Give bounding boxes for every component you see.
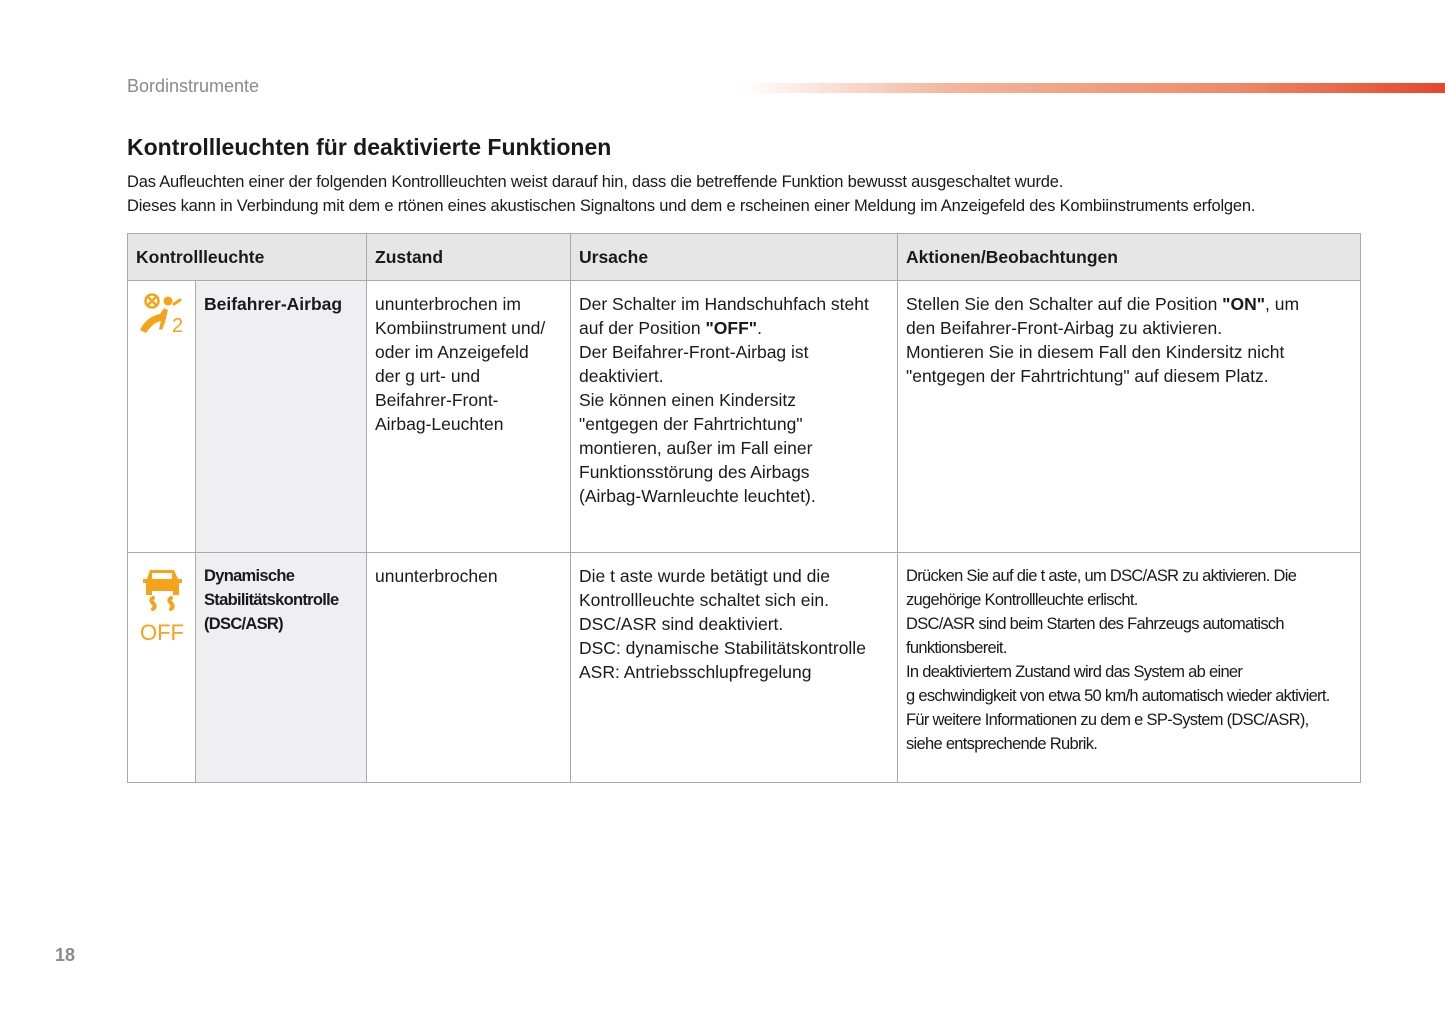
text-line: ASR: Antriebsschlupfregelung [579,662,812,682]
table-row: 2 Beifahrer-Airbag ununterbrochen im Kom… [127,280,1361,553]
ursache-cell: Die t aste wurde betätigt und die Kontro… [570,552,898,783]
text-part: Stellen Sie den Schalter auf die Positio… [906,294,1223,314]
text-line: Der Beifahrer-Front-Airbag ist [579,342,809,362]
icon-cell: OFF [127,552,196,783]
text-part: , um [1265,294,1300,314]
text-line: Kombiinstrument und/ [375,318,546,338]
text-line: deaktiviert. [579,366,664,386]
light-name: (DSC/ASR) [204,615,284,633]
text-line: g eschwindigkeit von etwa 50 km/h automa… [906,687,1330,705]
text-line: DSC: dynamische Stabilitätskontrolle [579,638,866,658]
text-line: Montieren Sie in diesem Fall den Kinders… [906,342,1285,362]
light-name: Dynamische [204,567,295,585]
text-part: auf der Position [579,318,706,338]
text-line: DSC/ASR sind beim Starten des Fahrzeugs … [906,615,1285,633]
text-line: Drücken Sie auf die t aste, um DSC/ASR z… [906,567,1297,585]
text-line: Sie können einen Kindersitz [579,390,796,410]
text-line: funktionsbereit. [906,639,1007,657]
aktionen-cell: Stellen Sie den Schalter auf die Positio… [897,280,1361,553]
text-line: In deaktiviertem Zustand wird das System… [906,663,1243,681]
text-line: Beifahrer-Front- [375,390,499,410]
text-line: "entgegen der Fahrtrichtung" [579,414,803,434]
text-line: montieren, außer im Fall einer [579,438,813,458]
text-line: oder im Anzeigefeld [375,342,529,362]
header-ursache: Ursache [570,233,898,281]
text-line: auf der Position "OFF". [579,316,889,340]
text-line: Airbag-Leuchten [375,414,504,434]
dsc-off-icon: OFF [140,570,184,645]
text-line: "entgegen der Fahrtrichtung" auf diesem … [906,366,1269,386]
text-line: (Airbag-Warnleuchte leuchtet). [579,486,816,506]
table-row: OFF Dynamische Stabilitätskontrolle (DSC… [127,552,1361,783]
header-zustand: Zustand [366,233,571,281]
text-line: DSC/ASR sind deaktiviert. [579,614,784,634]
light-name-cell: Dynamische Stabilitätskontrolle (DSC/ASR… [195,552,367,783]
warning-lights-table: Kontrollleuchte Zustand Ursache Aktionen… [127,233,1361,783]
aktionen-cell: Drücken Sie auf die t aste, um DSC/ASR z… [897,552,1361,783]
text-line: ununterbrochen im [375,294,521,314]
intro-line: Das Aufleuchten einer der folgenden Kont… [127,173,1064,191]
light-name: Beifahrer-Airbag [204,294,343,314]
text-line: Der Schalter im Handschuhfach steht [579,294,869,314]
intro-line: Dieses kann in Verbindung mit dem e rtön… [127,197,1256,215]
section-header: Bordinstrumente [127,76,260,96]
text-line: zugehörige Kontrollleuchte erlischt. [906,591,1138,609]
table-header-row: Kontrollleuchte Zustand Ursache Aktionen… [127,233,1361,281]
zustand-cell: ununterbrochen im Kombiinstrument und/ o… [366,280,571,553]
text-part: . [757,318,762,338]
text-line: Die t aste wurde betätigt und die [579,566,830,586]
text-line: Für weitere Informationen zu dem e SP-Sy… [906,711,1309,729]
header-aktionen: Aktionen/Beobachtungen [897,233,1361,281]
switch-position-off: "OFF" [705,318,758,338]
intro-text: Das Aufleuchten einer der folgenden Kont… [127,170,1255,218]
ursache-cell: Der Schalter im Handschuhfach steht auf … [570,280,898,553]
passenger-airbag-off-icon: 2 [139,293,183,337]
switch-position-on: "ON" [1222,294,1266,314]
icon-cell: 2 [127,280,196,553]
header-accent-bar [740,83,1445,93]
text-line: Funktionsstörung des Airbags [579,462,810,482]
text-line: den Beifahrer-Front-Airbag zu aktivieren… [906,318,1223,338]
light-name: Stabilitätskontrolle [204,591,339,609]
text-line: Kontrollleuchte schaltet sich ein. [579,590,829,610]
svg-text:2: 2 [172,315,183,336]
zustand-cell: ununterbrochen [366,552,571,783]
text-line: Stellen Sie den Schalter auf die Positio… [906,292,1352,316]
header-kontrollleuchte: Kontrollleuchte [127,233,367,281]
light-name-cell: Beifahrer-Airbag [195,280,367,553]
page-title: Kontrollleuchten für deaktivierte Funkti… [127,134,612,160]
text-line: der g urt- und [375,366,481,386]
page-number: 18 [55,945,76,965]
text-line: siehe entsprechende Rubrik. [906,735,1098,753]
dsc-off-label: OFF [140,620,184,644]
text-line: ununterbrochen [375,566,498,586]
